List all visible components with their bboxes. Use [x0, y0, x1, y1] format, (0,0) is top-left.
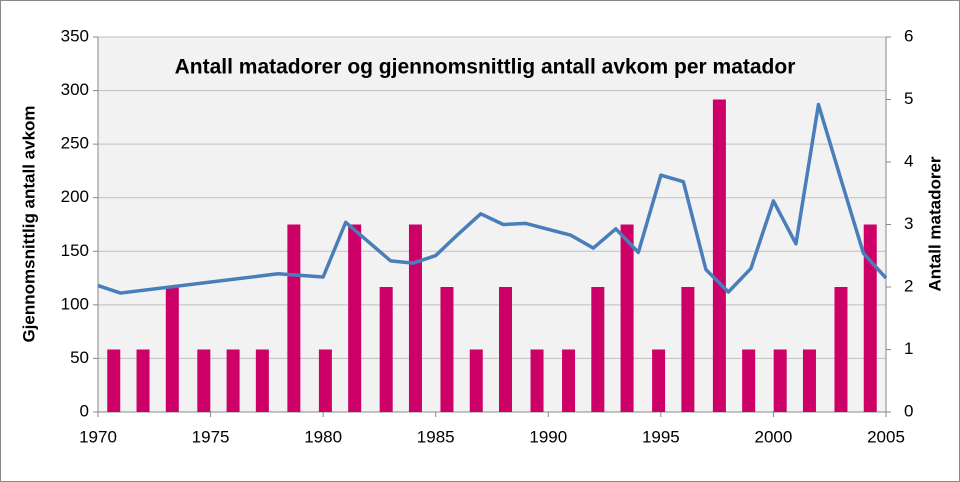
y2-axis-label: Antall matadorer [925, 156, 944, 291]
plot-area [98, 37, 886, 412]
y-tick-label: 350 [61, 26, 89, 45]
x-tick-label: 1980 [304, 427, 342, 446]
bar [652, 349, 666, 412]
line [97, 102, 888, 295]
y-tick-label: 200 [61, 187, 89, 206]
chart-title: Antall matadorer og gjennomsnittlig anta… [175, 56, 796, 79]
y-tick-label: 0 [80, 401, 89, 420]
x-tick-label: 2000 [755, 427, 793, 446]
y2-tick-label: 6 [904, 26, 913, 45]
plot-layer: 0 50 100 150 200 250 300 350 0 1 2 3 4 5 6 1970 1975 1980… [61, 26, 914, 446]
bar [530, 349, 544, 412]
y-axis-label: Gjennomsnittlig antall avkom [19, 105, 38, 342]
bar [197, 349, 211, 412]
bar [107, 349, 121, 412]
bar [499, 287, 513, 412]
y2-tick-label: 5 [904, 89, 913, 108]
bar [742, 349, 756, 412]
y-tick-label: 100 [61, 294, 89, 313]
x-tick-label: 1995 [642, 427, 680, 446]
bar [773, 349, 787, 412]
bar [379, 287, 393, 412]
y2-tick-label: 4 [904, 151, 913, 170]
bar [712, 99, 726, 412]
bar [863, 224, 877, 412]
y-tick-label: 250 [61, 134, 89, 153]
bar [620, 224, 634, 412]
bar [255, 349, 269, 412]
bar [165, 287, 179, 412]
bar [591, 287, 605, 412]
bar [681, 287, 695, 412]
x-tick-label: 1985 [417, 427, 455, 446]
y-tick-label: 50 [70, 348, 89, 367]
x-tick-label: 1990 [529, 427, 567, 446]
bar [802, 349, 816, 412]
bar [408, 224, 422, 412]
bar [469, 349, 483, 412]
y2-tick-label: 2 [904, 276, 913, 295]
y-tick-label: 300 [61, 80, 89, 99]
bar [834, 287, 848, 412]
y2-tick-label: 1 [904, 339, 913, 358]
bar [440, 287, 454, 412]
x-tick-label: 1975 [192, 427, 230, 446]
y2-tick-label: 3 [904, 214, 913, 233]
bar [136, 349, 150, 412]
bar [226, 349, 240, 412]
y-tick-label: 150 [61, 241, 89, 260]
bar [562, 349, 576, 412]
bar [318, 349, 332, 412]
y2-tick-label: 0 [904, 401, 913, 420]
x-tick-label: 2005 [867, 427, 905, 446]
x-tick-label: 1970 [79, 427, 117, 446]
bar [348, 224, 362, 412]
bar [287, 224, 301, 412]
